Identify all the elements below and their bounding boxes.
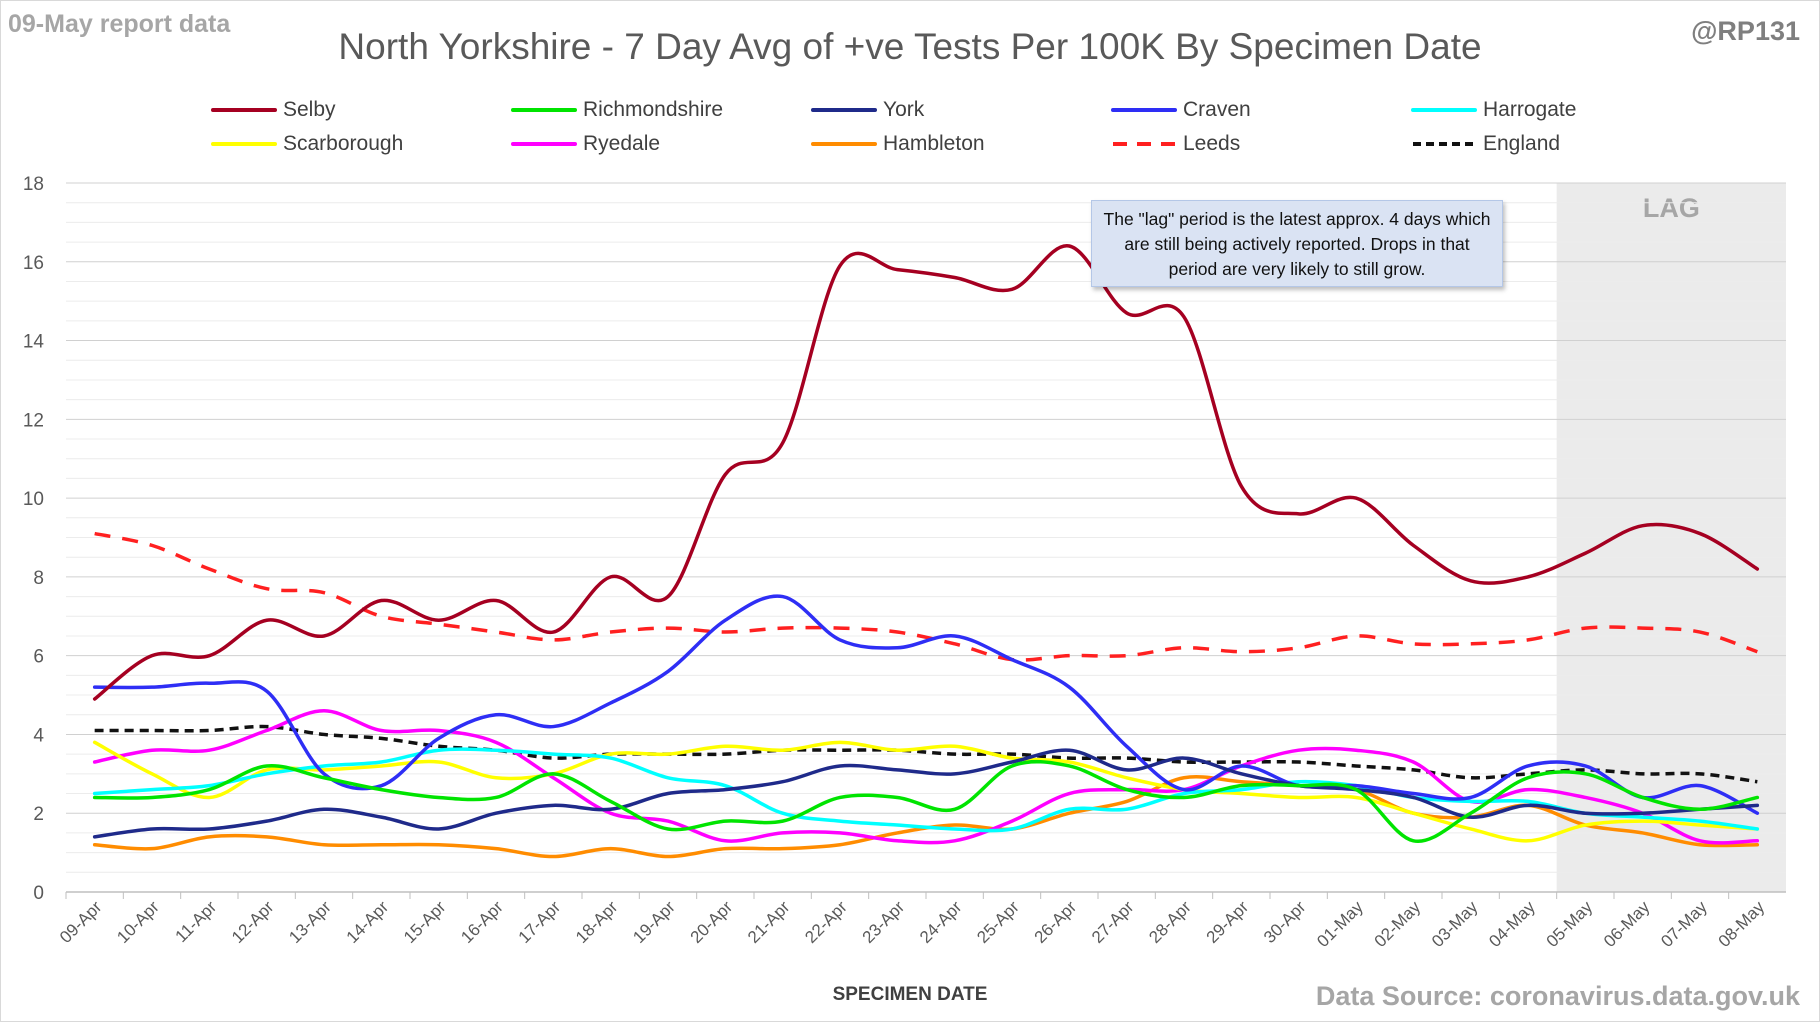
legend-label: Harrogate	[1483, 98, 1577, 121]
y-tick-label: 4	[33, 725, 44, 746]
x-tick-label: 25-Apr	[973, 897, 1023, 947]
x-tick-label: 21-Apr	[744, 897, 794, 947]
y-tick-label: 2	[33, 804, 44, 825]
author-handle: @RP131	[1691, 16, 1800, 46]
x-tick-label: 14-Apr	[343, 897, 393, 947]
x-tick-label: 28-Apr	[1145, 897, 1195, 947]
x-axis-title: SPECIMEN DATE	[832, 984, 988, 1005]
x-tick-label: 11-Apr	[172, 897, 221, 946]
legend-item: Harrogate	[1405, 95, 1576, 125]
legend-label: Ryedale	[583, 132, 661, 155]
legend-item: Hambleton	[805, 129, 985, 159]
legend-swatch	[211, 142, 277, 146]
legend-swatch	[211, 108, 277, 112]
legend-label: York	[883, 98, 925, 121]
x-tick-label: 01-May	[1313, 897, 1367, 951]
legend-item: Leeds	[1105, 129, 1240, 159]
x-tick-label: 30-Apr	[1260, 897, 1310, 947]
x-tick-label: 18-Apr	[572, 897, 622, 947]
legend-swatch	[1411, 108, 1477, 112]
x-tick-label: 07-May	[1657, 897, 1711, 951]
series-line-richmondshire	[92, 759, 1760, 843]
series-line-leeds	[94, 531, 1758, 662]
x-tick-label: 15-Apr	[400, 897, 450, 947]
legend-item: Selby	[205, 95, 336, 125]
x-tick-label: 26-Apr	[1031, 897, 1081, 947]
legend-label: Craven	[1183, 98, 1251, 121]
legend-swatch	[511, 142, 577, 146]
x-tick-label: 09-Apr	[56, 897, 106, 947]
legend-swatch	[511, 108, 577, 112]
x-tick-label: 19-Apr	[629, 897, 679, 947]
legend-item: Craven	[1105, 95, 1251, 125]
x-tick-label: 29-Apr	[1203, 897, 1253, 947]
y-tick-label: 6	[33, 647, 44, 668]
series-line-england	[94, 724, 1758, 784]
legend-label: Richmondshire	[583, 98, 724, 121]
report-date-note: 09-May report data	[8, 10, 231, 38]
legend-label: Leeds	[1183, 132, 1241, 155]
legend-item: Richmondshire	[505, 95, 723, 125]
chart-title: North Yorkshire - 7 Day Avg of +ve Tests…	[338, 26, 1482, 67]
series-line-scarborough	[92, 740, 1760, 843]
y-tick-label: 16	[23, 253, 44, 274]
legend-swatch	[1413, 142, 1475, 146]
x-tick-label: 22-Apr	[801, 897, 851, 947]
legend-label: Selby	[283, 98, 336, 121]
x-tick-label: 04-May	[1485, 897, 1539, 951]
legend-swatch	[1113, 142, 1175, 146]
x-tick-label: 27-Apr	[1088, 897, 1138, 947]
series-line-york	[92, 748, 1760, 839]
data-source-note: Data Source: coronavirus.data.gov.uk	[1315, 981, 1800, 1011]
legend-swatch	[1111, 108, 1177, 112]
lag-annotation-box: The "lag" period is the latest approx. 4…	[1091, 200, 1503, 287]
x-tick-label: 16-Apr	[457, 897, 507, 947]
legend-item: Scarborough	[205, 129, 403, 159]
chart-legend: Selby Richmondshire York Craven Harrogate Sca…	[205, 95, 1625, 165]
y-tick-label: 12	[23, 410, 44, 431]
x-tick-label: 13-Apr	[285, 897, 335, 947]
y-tick-label: 0	[33, 883, 44, 904]
x-tick-label: 12-Apr	[228, 897, 278, 947]
x-tick-label: 06-May	[1600, 897, 1654, 951]
series-line-harrogate	[92, 747, 1760, 833]
legend-item: England	[1405, 129, 1560, 159]
legend-item: Ryedale	[505, 129, 660, 159]
x-tick-label: 10-Apr	[113, 897, 163, 947]
x-tick-label: 24-Apr	[916, 897, 966, 947]
x-tick-label: 08-May	[1715, 897, 1769, 951]
y-tick-label: 8	[33, 568, 44, 589]
x-tick-label: 05-May	[1543, 897, 1597, 951]
legend-label: Hambleton	[883, 132, 985, 155]
legend-label: Scarborough	[283, 132, 404, 155]
series-line-selby	[92, 244, 1760, 701]
y-tick-label: 18	[23, 174, 44, 195]
x-tick-label: 03-May	[1428, 897, 1482, 951]
lag-label: LAG	[1643, 193, 1700, 223]
x-tick-label: 20-Apr	[687, 897, 737, 947]
y-tick-label: 10	[23, 489, 44, 510]
x-tick-label: 02-May	[1371, 897, 1425, 951]
y-tick-label: 14	[23, 332, 45, 353]
legend-label: England	[1483, 132, 1561, 155]
x-tick-label: 17-Apr	[515, 897, 565, 947]
x-tick-label: 23-Apr	[859, 897, 909, 947]
legend-swatch	[811, 108, 877, 112]
legend-swatch	[811, 142, 877, 146]
legend-item: York	[805, 95, 924, 125]
